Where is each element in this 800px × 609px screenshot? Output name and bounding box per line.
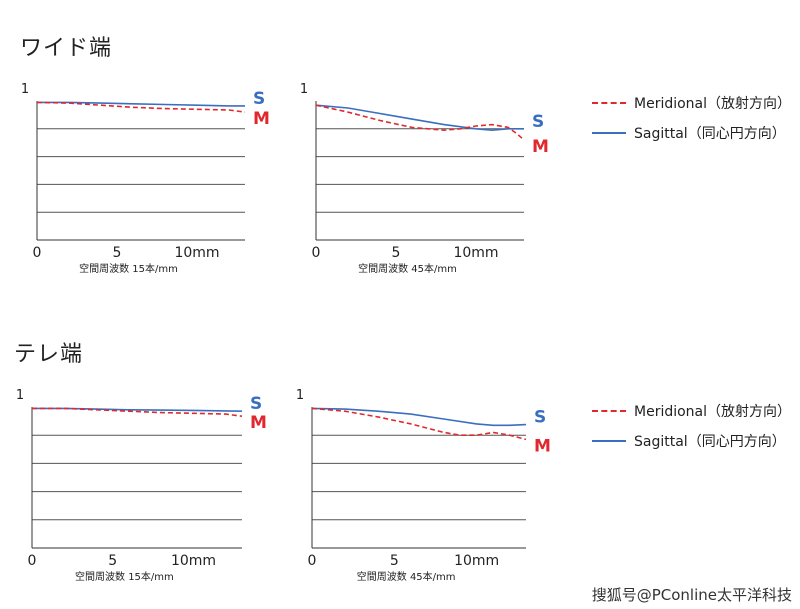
x-tick-label: 10mm	[453, 245, 498, 261]
sagittal-series-line	[315, 104, 524, 132]
x-tick-label: 0	[308, 553, 317, 569]
legend-item-sagittal: Sagittal（同心円方向）	[592, 426, 791, 456]
series-label-s: S	[534, 408, 546, 428]
sagittal-series-line	[37, 101, 245, 107]
x-axis-label: 空間周波数 15本/mm	[79, 262, 178, 275]
x-tick-label: 10mm	[174, 245, 219, 261]
series-label-s: S	[250, 394, 262, 414]
y-tick-label: 1	[16, 388, 24, 403]
x-axis-label: 空間周波数 45本/mm	[358, 262, 457, 275]
dashed-line-swatch	[592, 410, 626, 412]
series-label-m: M	[250, 413, 267, 433]
section-title-wide: ワイド端	[20, 36, 113, 61]
legend-label-sagittal: Sagittal（同心円方向）	[634, 434, 786, 450]
x-axis-label: 空間周波数 15本/mm	[75, 570, 174, 583]
series-label-m: M	[253, 109, 270, 129]
legend-wide: Meridional（放射方向） Sagittal（同心円方向）	[592, 88, 791, 148]
legend-item-sagittal: Sagittal（同心円方向）	[592, 118, 791, 148]
meridional-series-line	[315, 104, 525, 141]
x-tick-label: 10mm	[171, 553, 216, 569]
series-label-m: M	[534, 436, 551, 456]
sagittal-series-line	[32, 407, 243, 412]
y-tick-label: 1	[300, 82, 308, 97]
x-tick-label: 5	[390, 553, 399, 569]
section-title-tele: テレ端	[14, 342, 84, 367]
series-label-m: M	[532, 137, 549, 157]
y-tick-label: 1	[296, 388, 304, 403]
x-tick-label: 5	[392, 245, 401, 261]
solid-line-swatch	[592, 132, 626, 134]
x-tick-label: 0	[312, 245, 321, 261]
legend-item-meridional: Meridional（放射方向）	[592, 88, 791, 118]
x-tick-label: 5	[113, 245, 122, 261]
solid-line-swatch	[592, 440, 626, 442]
x-axis-label: 空間周波数 45本/mm	[357, 570, 456, 583]
legend-item-meridional: Meridional（放射方向）	[592, 396, 791, 426]
meridional-series-line	[36, 101, 246, 113]
legend-tele: Meridional（放射方向） Sagittal（同心円方向）	[592, 396, 791, 456]
legend-label-meridional: Meridional（放射方向）	[634, 404, 792, 420]
legend-label-meridional: Meridional（放射方向）	[634, 96, 792, 112]
x-tick-label: 0	[33, 245, 42, 261]
x-tick-label: 5	[108, 553, 117, 569]
x-tick-label: 0	[28, 553, 37, 569]
y-tick-label: 1	[21, 82, 29, 97]
sagittal-series-line	[311, 407, 527, 427]
dashed-line-swatch	[592, 102, 626, 104]
series-label-s: S	[532, 112, 544, 132]
watermark: 搜狐号@PConline太平洋科技	[591, 586, 792, 604]
meridional-series-line	[311, 407, 527, 441]
series-label-s: S	[253, 89, 265, 109]
legend-label-sagittal: Sagittal（同心円方向）	[634, 126, 786, 142]
x-tick-label: 10mm	[454, 553, 499, 569]
meridional-series-line	[32, 407, 243, 417]
